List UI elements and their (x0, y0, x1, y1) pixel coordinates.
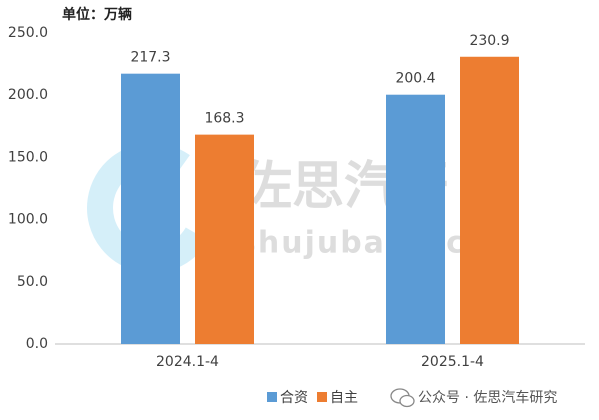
y-tick-label: 200.0 (8, 87, 48, 103)
bar (195, 134, 254, 344)
bar (460, 56, 519, 344)
y-tick-label: 150.0 (8, 149, 48, 165)
source: 公众号 · 佐思汽车研究 (418, 389, 557, 406)
legend-swatch (317, 392, 327, 402)
data-label: 217.3 (130, 50, 170, 66)
data-label: 200.4 (395, 71, 435, 87)
legend-swatch (267, 392, 277, 402)
legend-label: 合资 (280, 390, 308, 406)
y-tick-label: 0.0 (26, 336, 48, 352)
x-tick-label: 2025.1-4 (421, 354, 484, 370)
data-label: 168.3 (204, 111, 244, 127)
x-tick-label: 2024.1-4 (156, 354, 219, 370)
y-tick-label: 50.0 (17, 274, 48, 290)
legend-label: 自主 (330, 390, 358, 406)
chart-title: 单位：万辆 (62, 6, 132, 23)
data-label: 230.9 (469, 33, 509, 49)
y-tick-label: 250.0 (8, 25, 48, 41)
bar (121, 73, 180, 344)
y-tick-label: 100.0 (8, 212, 48, 228)
bar (386, 94, 445, 345)
wechat-icon (390, 388, 415, 408)
